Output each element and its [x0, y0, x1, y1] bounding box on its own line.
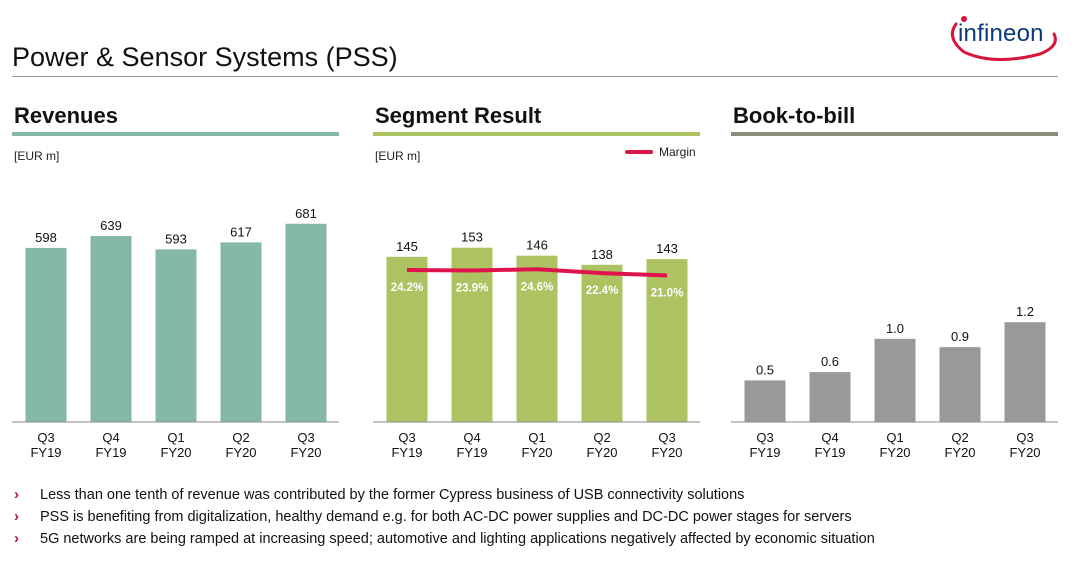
revenues-category-label: FY20	[290, 445, 321, 460]
segment-value-label: 145	[396, 239, 418, 254]
book-bar	[1004, 322, 1046, 422]
segment-category-label: FY19	[456, 445, 487, 460]
revenues-rule	[12, 132, 339, 136]
title-divider	[12, 76, 1058, 77]
book-bar	[744, 380, 786, 422]
segment-bar	[581, 264, 623, 422]
logo-text: infineon	[958, 20, 1044, 47]
revenues-bar	[25, 247, 67, 422]
margin-value-label: 24.2%	[391, 282, 424, 294]
margin-legend-swatch	[625, 150, 653, 154]
book-value-label: 1.0	[886, 321, 904, 336]
segment-category-label: FY20	[586, 445, 617, 460]
segment-bar	[646, 259, 688, 422]
revenues-category-label: Q2	[232, 430, 249, 445]
revenues-bar	[220, 242, 262, 422]
book-chart: 0.5Q3FY190.6Q4FY191.0Q1FY200.9Q2FY201.2Q…	[731, 304, 1058, 460]
book-category-label: FY20	[944, 445, 975, 460]
book-bar	[939, 347, 981, 422]
book-bar	[874, 338, 916, 422]
book-rule	[731, 132, 1058, 136]
book-bar	[809, 372, 851, 422]
book-category-label: Q4	[821, 430, 838, 445]
book-category-label: FY20	[1009, 445, 1040, 460]
revenues-value-label: 598	[35, 230, 57, 245]
book-value-label: 1.2	[1016, 304, 1034, 319]
revenues-value-label: 617	[230, 224, 252, 239]
revenues-title: Revenues	[14, 103, 118, 128]
margin-value-label: 24.6%	[521, 281, 554, 293]
chevron-right-icon: ›	[14, 486, 19, 503]
revenues-category-label: Q4	[102, 430, 119, 445]
segment-category-label: Q3	[398, 430, 415, 445]
book-category-label: FY19	[814, 445, 845, 460]
segment-category-label: FY19	[391, 445, 422, 460]
revenues-value-label: 639	[100, 218, 122, 233]
revenues-chart: 598Q3FY19639Q4FY19593Q1FY20617Q2FY20681Q…	[12, 206, 339, 460]
infineon-logo-icon	[950, 16, 1057, 62]
segment-category-label: Q1	[528, 430, 545, 445]
revenues-category-label: Q3	[297, 430, 314, 445]
segment-bar	[386, 256, 428, 422]
segment-category-label: Q2	[593, 430, 610, 445]
book-category-label: Q1	[886, 430, 903, 445]
revenues-bar	[285, 223, 327, 422]
revenues-bar	[155, 249, 197, 422]
segment-value-label: 146	[526, 238, 548, 253]
revenues-bar	[90, 235, 132, 422]
bullet-text: Less than one tenth of revenue was contr…	[40, 487, 745, 503]
bullet-text: 5G networks are being ramped at increasi…	[40, 531, 875, 547]
book-category-label: FY20	[879, 445, 910, 460]
segment-category-label: FY20	[651, 445, 682, 460]
revenues-category-label: Q1	[167, 430, 184, 445]
chevron-right-icon: ›	[14, 508, 19, 525]
segment-category-label: Q4	[463, 430, 480, 445]
margin-value-label: 22.4%	[586, 285, 619, 297]
margin-legend: Margin	[625, 145, 696, 159]
segment-bar	[451, 247, 493, 422]
bullet-item: › 5G networks are being ramped at increa…	[14, 528, 1064, 550]
bullet-item: › Less than one tenth of revenue was con…	[14, 484, 1064, 506]
segment-category-label: FY20	[521, 445, 552, 460]
segment-value-label: 138	[591, 247, 613, 262]
segment-rule	[373, 132, 700, 136]
revenues-category-label: FY20	[225, 445, 256, 460]
revenues-category-label: FY20	[160, 445, 191, 460]
book-category-label: Q3	[756, 430, 773, 445]
bullet-text: PSS is benefiting from digitalization, h…	[40, 509, 852, 525]
revenues-value-label: 593	[165, 231, 187, 246]
segment-title: Segment Result	[375, 103, 542, 128]
book-category-label: FY19	[749, 445, 780, 460]
book-category-label: Q3	[1016, 430, 1033, 445]
book-value-label: 0.9	[951, 329, 969, 344]
segment-bar	[516, 255, 558, 422]
book-value-label: 0.5	[756, 362, 774, 377]
revenues-category-label: Q3	[37, 430, 54, 445]
margin-value-label: 23.9%	[456, 282, 489, 294]
segment-unit: [EUR m]	[375, 149, 421, 163]
page-title: Power & Sensor Systems (PSS)	[12, 42, 398, 72]
revenues-unit: [EUR m]	[14, 149, 60, 163]
bullet-list: › Less than one tenth of revenue was con…	[14, 484, 1064, 550]
book-category-label: Q2	[951, 430, 968, 445]
segment-category-label: Q3	[658, 430, 675, 445]
margin-line	[406, 267, 668, 278]
segment-value-label: 153	[461, 230, 483, 245]
margin-value-label: 21.0%	[651, 287, 684, 299]
bullet-item: › PSS is benefiting from digitalization,…	[14, 506, 1064, 528]
book-title: Book-to-bill	[733, 103, 856, 128]
chevron-right-icon: ›	[14, 530, 19, 547]
segment-chart: 145Q3FY19153Q4FY19146Q1FY20138Q2FY20143Q…	[373, 230, 700, 460]
revenues-category-label: FY19	[30, 445, 61, 460]
margin-legend-label: Margin	[659, 145, 696, 159]
book-value-label: 0.6	[821, 354, 839, 369]
revenues-value-label: 681	[295, 206, 317, 221]
revenues-category-label: FY19	[95, 445, 126, 460]
segment-value-label: 143	[656, 241, 678, 256]
